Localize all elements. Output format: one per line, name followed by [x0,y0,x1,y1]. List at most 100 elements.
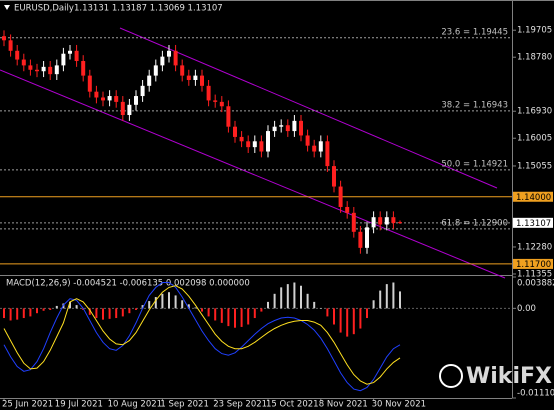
level-tag [513,258,553,269]
x-tick-label: 10 Aug 2021 [108,400,162,410]
candle-body [312,145,317,152]
candle-body [351,212,356,232]
candle-body [147,75,152,86]
fib-label: 61.8 = 1.12900 [441,218,508,228]
candle-body [140,85,145,97]
macd-bar [319,308,322,309]
macd-bar [260,308,263,312]
macd-bar [234,308,236,328]
macd-bar [69,301,71,309]
macd-bar [181,300,184,309]
candle-body [2,36,6,41]
macd-bar [333,308,335,325]
macd-bar [379,290,382,309]
macd-bar [42,308,45,311]
macd-bar [313,301,316,309]
macd-bar [75,305,78,309]
candle-body [48,66,53,75]
watermark-logo [439,364,463,388]
macd-bar [247,308,250,325]
candle-body [186,75,191,80]
macd-bar [121,308,124,317]
macd-bar [280,287,283,309]
candle-body [134,96,138,105]
macd-bar [3,308,5,319]
candle-body [101,97,105,101]
macd-bar [154,297,157,309]
candle-body [21,59,26,66]
candle-body [35,69,39,72]
x-tick-label: 19 Jul 2021 [55,400,103,410]
macd-bar [115,308,118,319]
macd-bar [300,285,302,309]
candle-body [266,131,270,152]
chart-title: EURUSD,Daily [14,4,74,14]
candle-body [61,53,66,66]
macd-bar [128,308,131,314]
candle-body [167,50,171,57]
y-tick-label: 1.19705 [517,26,552,36]
watermark: WikiFX [439,364,552,389]
candle-body [173,50,178,66]
candle-body [292,120,297,132]
macd-bar [161,293,164,309]
candle-body [358,231,363,248]
macd-bar [240,308,243,327]
macd-line [3,285,401,385]
channel-line [0,69,506,279]
candle-body [246,141,251,148]
macd-bar [220,308,223,323]
channel-line [119,27,498,189]
candle-body [114,96,119,102]
macd-line [3,282,401,392]
macd-bar [273,293,276,309]
candle-body [74,50,79,62]
level-tag [513,217,553,228]
candle-body [365,227,369,248]
candle-body [384,217,389,225]
y-tick-label: 1.11355 [517,269,552,279]
macd-bar [194,307,197,309]
macd-bar [359,308,362,329]
macd-bar [148,301,151,309]
y-tick-label: -0.011104 [517,389,554,399]
macd-bar [306,293,309,309]
macd-bar [95,308,98,319]
x-tick-label: 8 Nov 2021 [319,400,368,410]
macd-bar [49,308,52,310]
candle-body [318,141,323,152]
candle-body [378,217,383,225]
macd-bar [214,308,217,321]
candle-body [28,65,33,70]
macd-bar [22,308,25,319]
macd-bar [392,282,395,309]
candle-body [345,206,350,213]
level-label: 1.13107 [516,219,551,229]
macd-bar [399,291,401,309]
candle-body [239,136,244,142]
candle-body [252,141,257,148]
candle-body [153,65,158,76]
y-tick-label: 0.00 [517,304,536,314]
macd-bar [108,308,111,319]
macd-bar [207,308,210,317]
macd-bar [253,308,256,319]
macd-bar [187,304,190,309]
candle-body [305,135,310,146]
menu-arrow[interactable] [4,5,10,10]
x-tick-label: 23 Sep 2021 [213,400,267,410]
candle-body [391,217,396,224]
macd-bar [55,305,58,309]
macd-bar [372,300,375,309]
macd-bar [293,282,296,309]
macd-bar [16,308,19,320]
fib-label: 50.0 = 1.14921 [441,159,508,169]
macd-bar [36,308,38,314]
candle-body [107,96,112,101]
macd-bar [168,292,170,309]
candle-body [127,104,132,116]
macd-bar [326,308,329,317]
macd-bar [9,308,12,321]
